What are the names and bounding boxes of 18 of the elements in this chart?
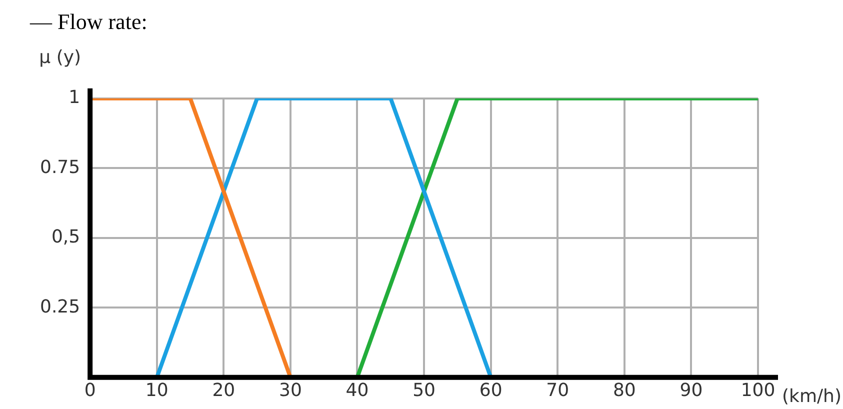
y-tick-label: 1 <box>68 87 80 108</box>
x-tick-label: 40 <box>346 380 369 401</box>
y-tick-label: 0.25 <box>40 296 80 318</box>
chart-title: — Flow rate: <box>29 8 148 34</box>
x-tick-label: 100 <box>740 380 776 401</box>
x-tick-label: 30 <box>279 380 302 401</box>
x-tick-label: 70 <box>546 380 570 401</box>
x-tick-label: 80 <box>612 380 636 401</box>
y-axis-title: μ (y) <box>39 47 82 68</box>
x-tick-label: 60 <box>479 380 502 401</box>
x-axis-title: (km/h) <box>782 386 842 408</box>
x-tick-label: 20 <box>212 380 236 401</box>
y-tick-label: 0.75 <box>40 156 80 178</box>
y-tick-label: 0,5 <box>51 226 80 248</box>
x-tick-label: 90 <box>680 380 703 401</box>
x-tick-label: 10 <box>145 380 168 401</box>
x-tick-label: 50 <box>412 380 436 401</box>
x-tick-label: 0 <box>84 380 96 401</box>
